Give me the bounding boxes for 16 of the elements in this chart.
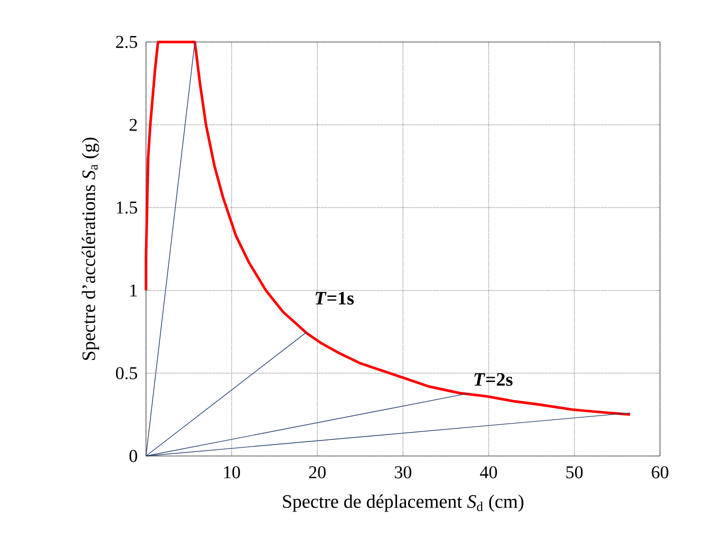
y-tick-label: 1 <box>130 284 137 296</box>
x-tick-label: 20 <box>309 466 326 478</box>
x-tick-label: 30 <box>394 466 412 478</box>
x-axis-title: Spectre de déplacement S$_{d}$ (cm) <box>283 494 524 512</box>
x-tick-label: 40 <box>480 466 497 478</box>
x-tick-label: 10 <box>224 466 240 478</box>
y-tick-label: 1.5 <box>116 202 138 214</box>
x-tick-label: 50 <box>566 466 583 478</box>
y-tick-label: 0.5 <box>116 367 138 380</box>
annotation: T=1s <box>316 292 354 305</box>
y-tick-label: 2.5 <box>116 36 138 48</box>
x-tick-label: 60 <box>652 466 668 478</box>
y-axis-title: Spectre d’accélérations S$_{a}$ (g) <box>82 138 100 360</box>
annotation: T=2s <box>474 373 513 386</box>
y-tick-label: 0 <box>129 450 138 462</box>
y-tick-label: 2 <box>130 118 137 131</box>
